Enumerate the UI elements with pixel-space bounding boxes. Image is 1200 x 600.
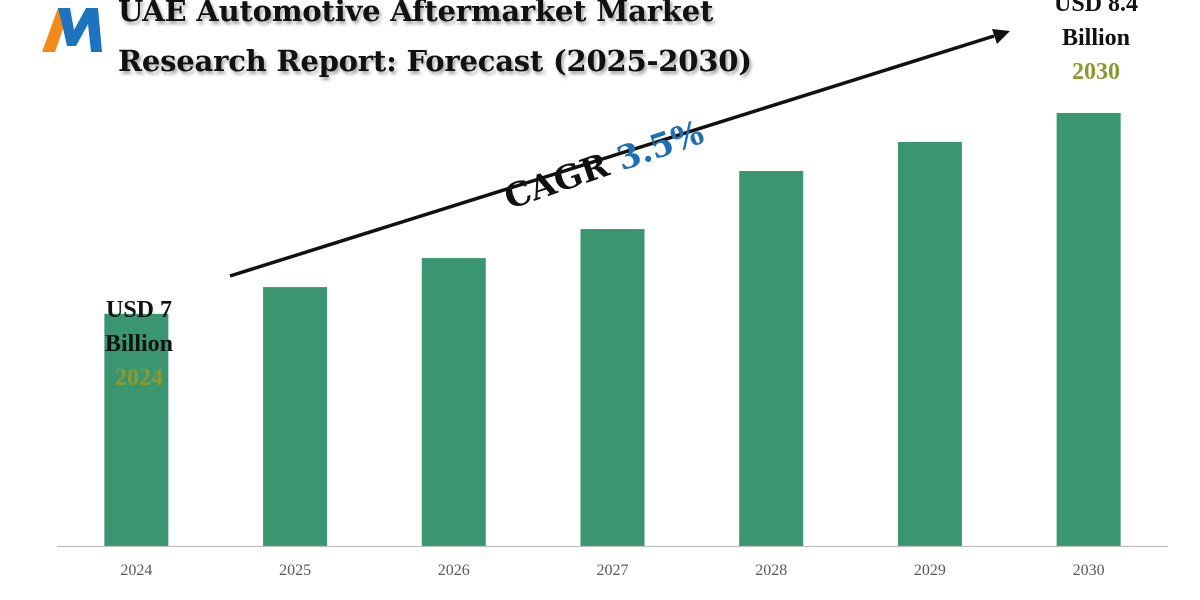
cagr-trend-arrow <box>229 29 1010 278</box>
x-tick-label-2025: 2025 <box>279 562 311 579</box>
bar-2028 <box>739 171 804 546</box>
bar-2026 <box>421 258 486 546</box>
start-value-unit: Billion <box>104 331 174 357</box>
end-value-year: 2030 <box>1072 59 1120 85</box>
x-tick-labels: 2024 2025 2026 2027 2028 2029 2030 <box>120 562 1104 579</box>
bar-2024 <box>104 313 169 546</box>
end-value-callout: USD 8.4 Billion 2030 <box>1036 0 1156 89</box>
trend-arrowhead <box>992 29 1010 44</box>
page-title-line-2: Research Report: Forecast (2025-2030) <box>118 44 752 78</box>
x-tick-label-2026: 2026 <box>438 562 470 579</box>
x-tick-label-2027: 2027 <box>597 562 629 579</box>
x-tick-label-2024: 2024 <box>120 562 152 579</box>
x-tick-label-2028: 2028 <box>755 562 787 579</box>
bar-group <box>104 112 1121 547</box>
x-tick-label-2030: 2030 <box>1073 562 1105 579</box>
bar-2027 <box>580 229 645 547</box>
page-title-line-1: UAE Automotive Aftermarket Market <box>118 0 714 28</box>
end-value-unit: Billion <box>1061 25 1131 51</box>
logo-right-stroke <box>58 8 102 52</box>
m-letter-logo-icon <box>40 1 102 61</box>
bar-2030 <box>1056 112 1121 546</box>
start-value-amount: USD 7 <box>105 297 172 323</box>
end-value-amount: USD 8.4 <box>1053 0 1138 17</box>
trend-line <box>229 34 995 278</box>
bar-2025 <box>263 287 328 546</box>
bar-2029 <box>897 141 962 547</box>
start-value-callout: USD 7 Billion 2024 <box>84 293 194 395</box>
start-value-year: 2024 <box>115 365 163 391</box>
x-tick-label-2029: 2029 <box>914 562 946 579</box>
